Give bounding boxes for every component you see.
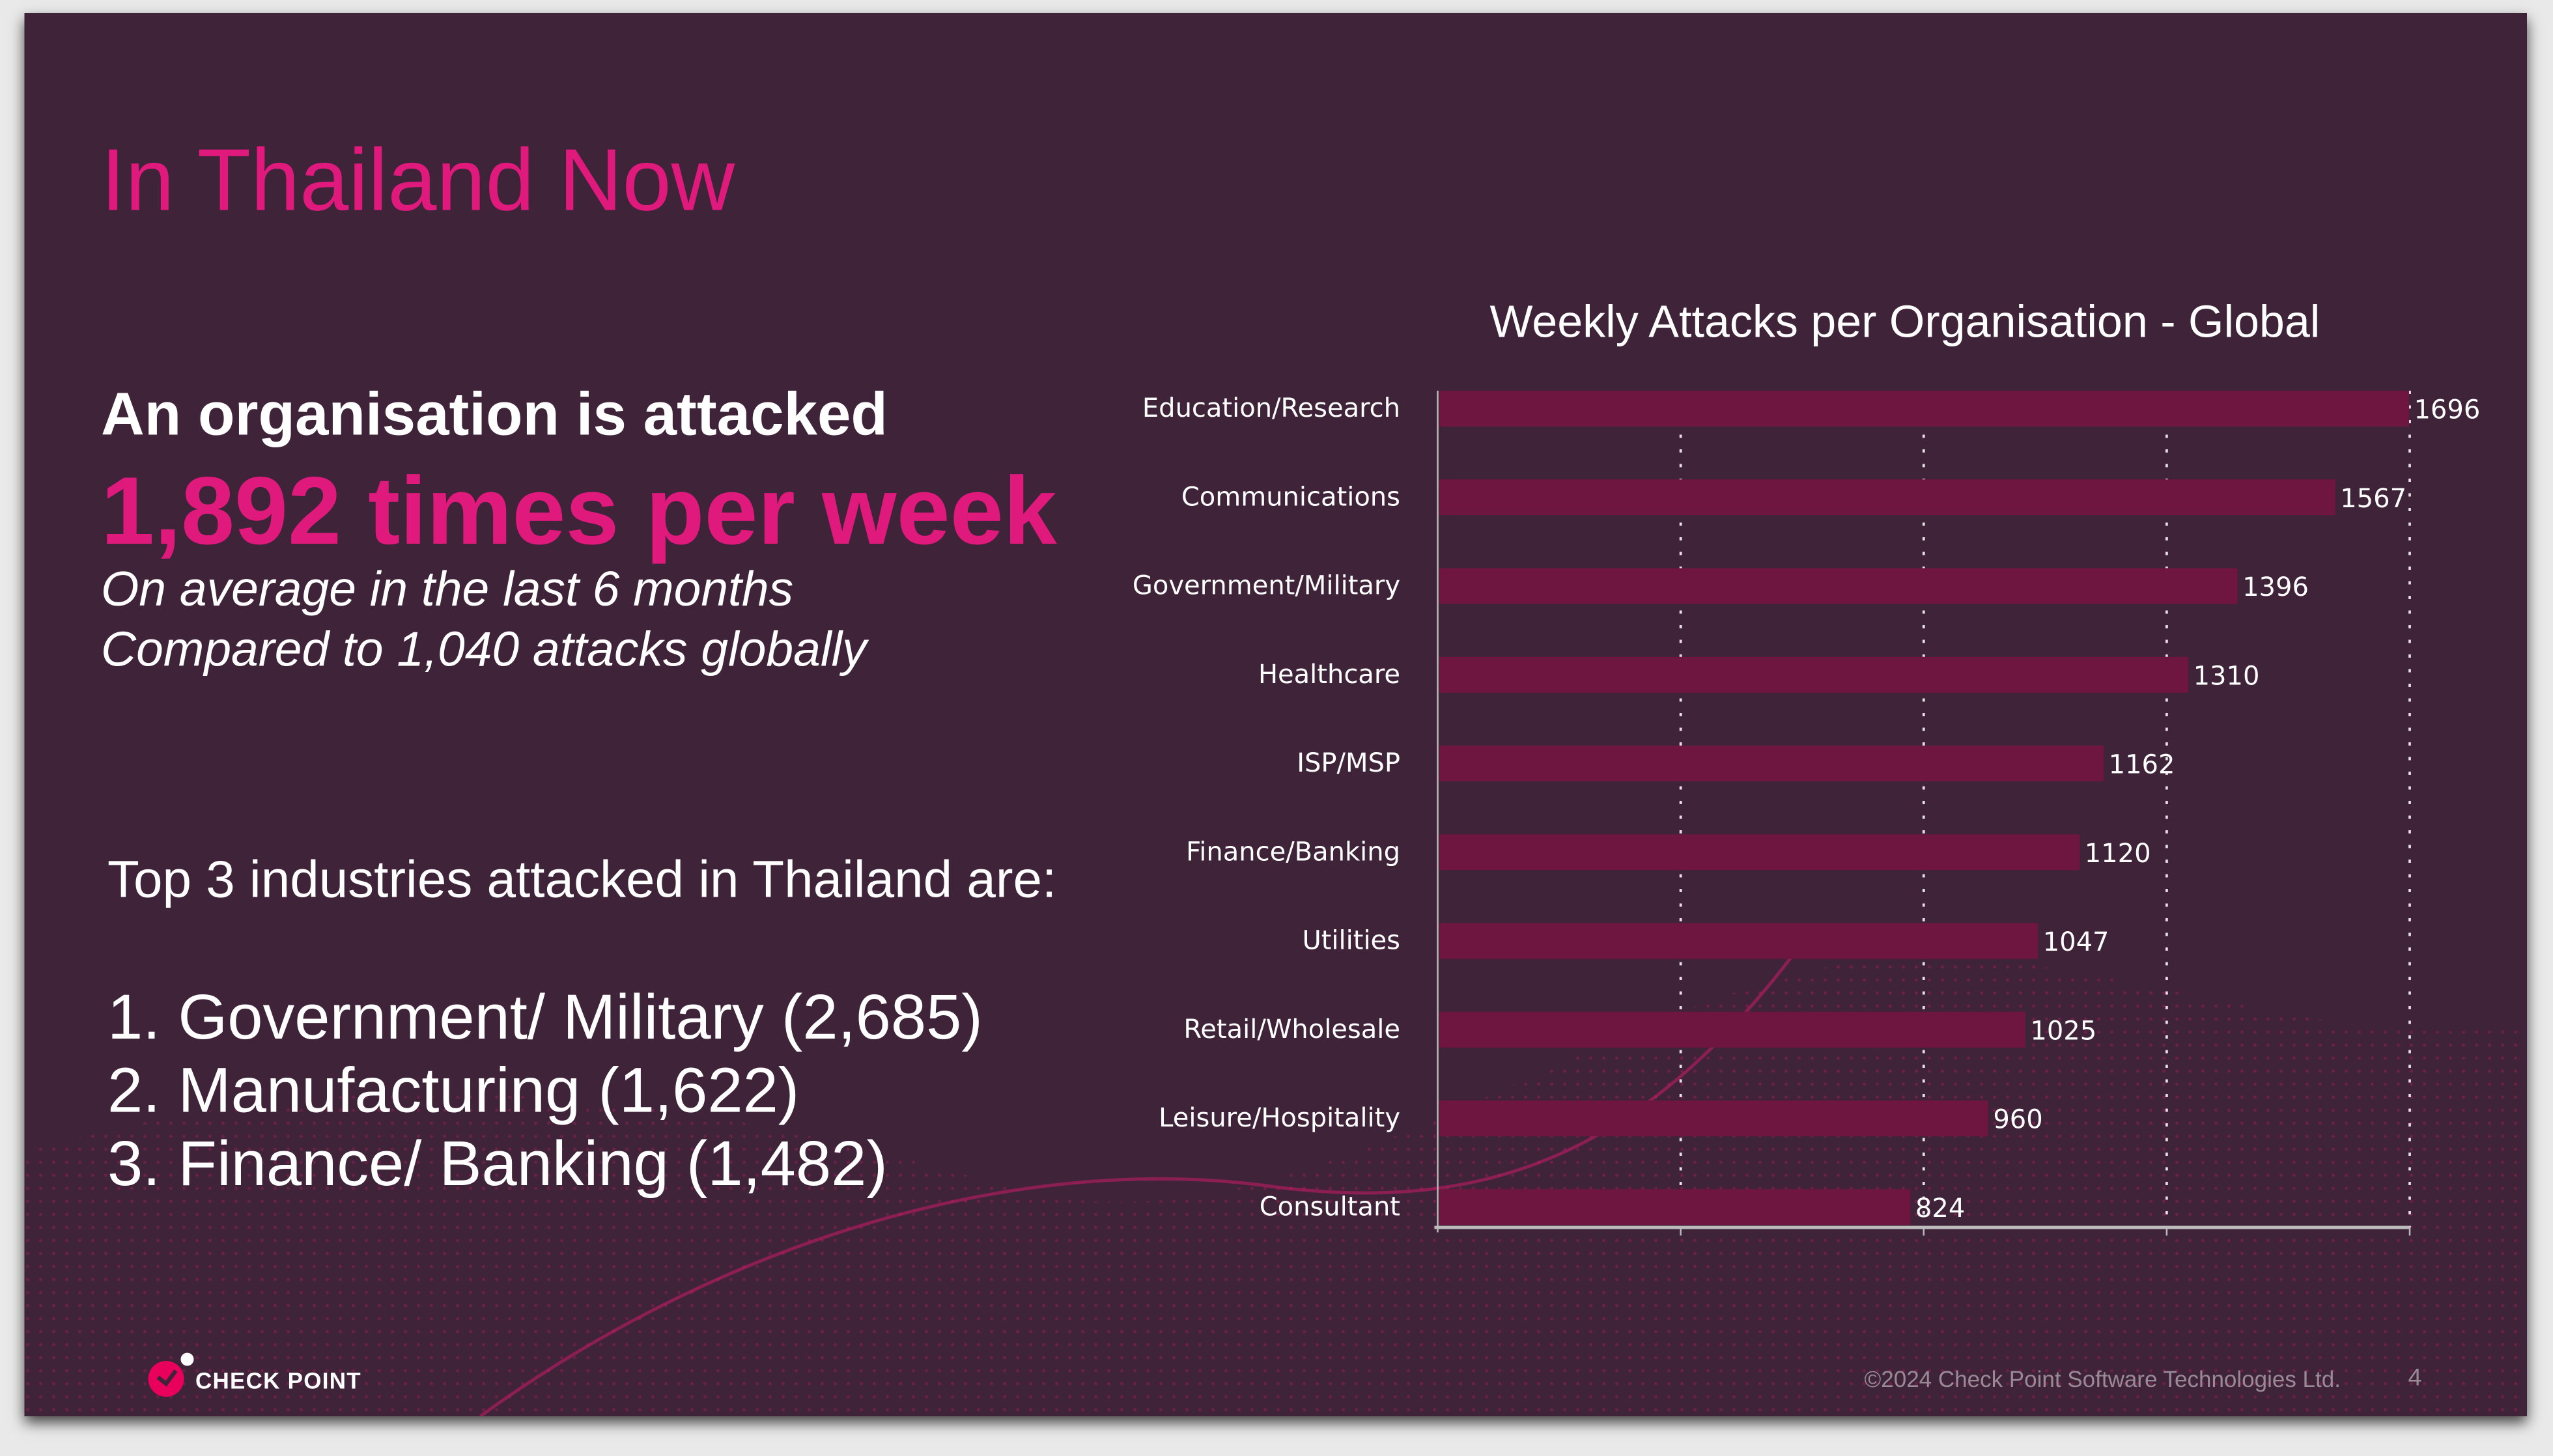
bar	[1439, 923, 2038, 959]
data-label: 1696	[2414, 395, 2480, 425]
category-label: Utilities	[1302, 926, 1400, 956]
bar	[1439, 1100, 1988, 1136]
chart-title: Weekly Attacks per Organisation - Global	[1489, 296, 2320, 347]
logo-text: CHECK POINT	[195, 1367, 361, 1393]
bar	[1439, 479, 2335, 516]
category-label: Consultant	[1260, 1192, 1400, 1222]
bar-chart: Education/Research 1696 Communications 1567…	[1133, 391, 2480, 1236]
category-label: Leisure/Hospitality	[1159, 1103, 1400, 1133]
headline: An organisation is attacked	[101, 381, 888, 448]
category-label: Finance/Banking	[1186, 837, 1400, 867]
data-label: 1396	[2242, 572, 2309, 602]
check-point-logo-icon	[148, 1352, 194, 1397]
bar	[1439, 746, 2104, 781]
category-label: ISP/MSP	[1297, 748, 1400, 778]
data-label: 1025	[2030, 1016, 2096, 1046]
data-label: 1162	[2109, 750, 2175, 780]
slide-title: In Thailand Now	[101, 132, 735, 230]
data-label: 1047	[2043, 927, 2109, 957]
data-label: 824	[1915, 1194, 1965, 1224]
bar	[1439, 391, 2409, 427]
data-label: 1567	[2340, 484, 2406, 514]
bar	[1439, 568, 2238, 604]
subtext-1: On average in the last 6 months	[101, 563, 794, 617]
category-label: Retail/Wholesale	[1183, 1015, 1400, 1044]
data-label: 1310	[2193, 661, 2260, 691]
bar	[1439, 656, 2189, 693]
data-label: 1120	[2085, 839, 2151, 869]
top3-item: 2. Manufacturing (1,622)	[107, 1056, 800, 1127]
category-label: Communications	[1181, 482, 1400, 512]
category-label: Education/Research	[1142, 393, 1400, 423]
category-label: Healthcare	[1258, 660, 1400, 690]
highlight-stat: 1,892 times per week	[101, 457, 1057, 565]
page-number: 4	[2408, 1364, 2422, 1392]
bar	[1439, 1189, 1911, 1225]
bar	[1439, 834, 2080, 871]
top3-item: 3. Finance/ Banking (1,482)	[107, 1130, 888, 1200]
top3-heading: Top 3 industries attacked in Thailand ar…	[107, 850, 1057, 908]
category-label: Government/Military	[1133, 571, 1400, 601]
copyright-footer: ©2024 Check Point Software Technologies …	[1864, 1365, 2341, 1392]
subtext-2: Compared to 1,040 attacks globally	[101, 623, 867, 678]
top3-item: 1. Government/ Military (2,685)	[107, 983, 983, 1054]
bar	[1439, 1011, 2025, 1048]
data-label: 960	[1993, 1105, 2042, 1135]
slide: In Thailand Now An organisation is attac…	[24, 13, 2527, 1416]
